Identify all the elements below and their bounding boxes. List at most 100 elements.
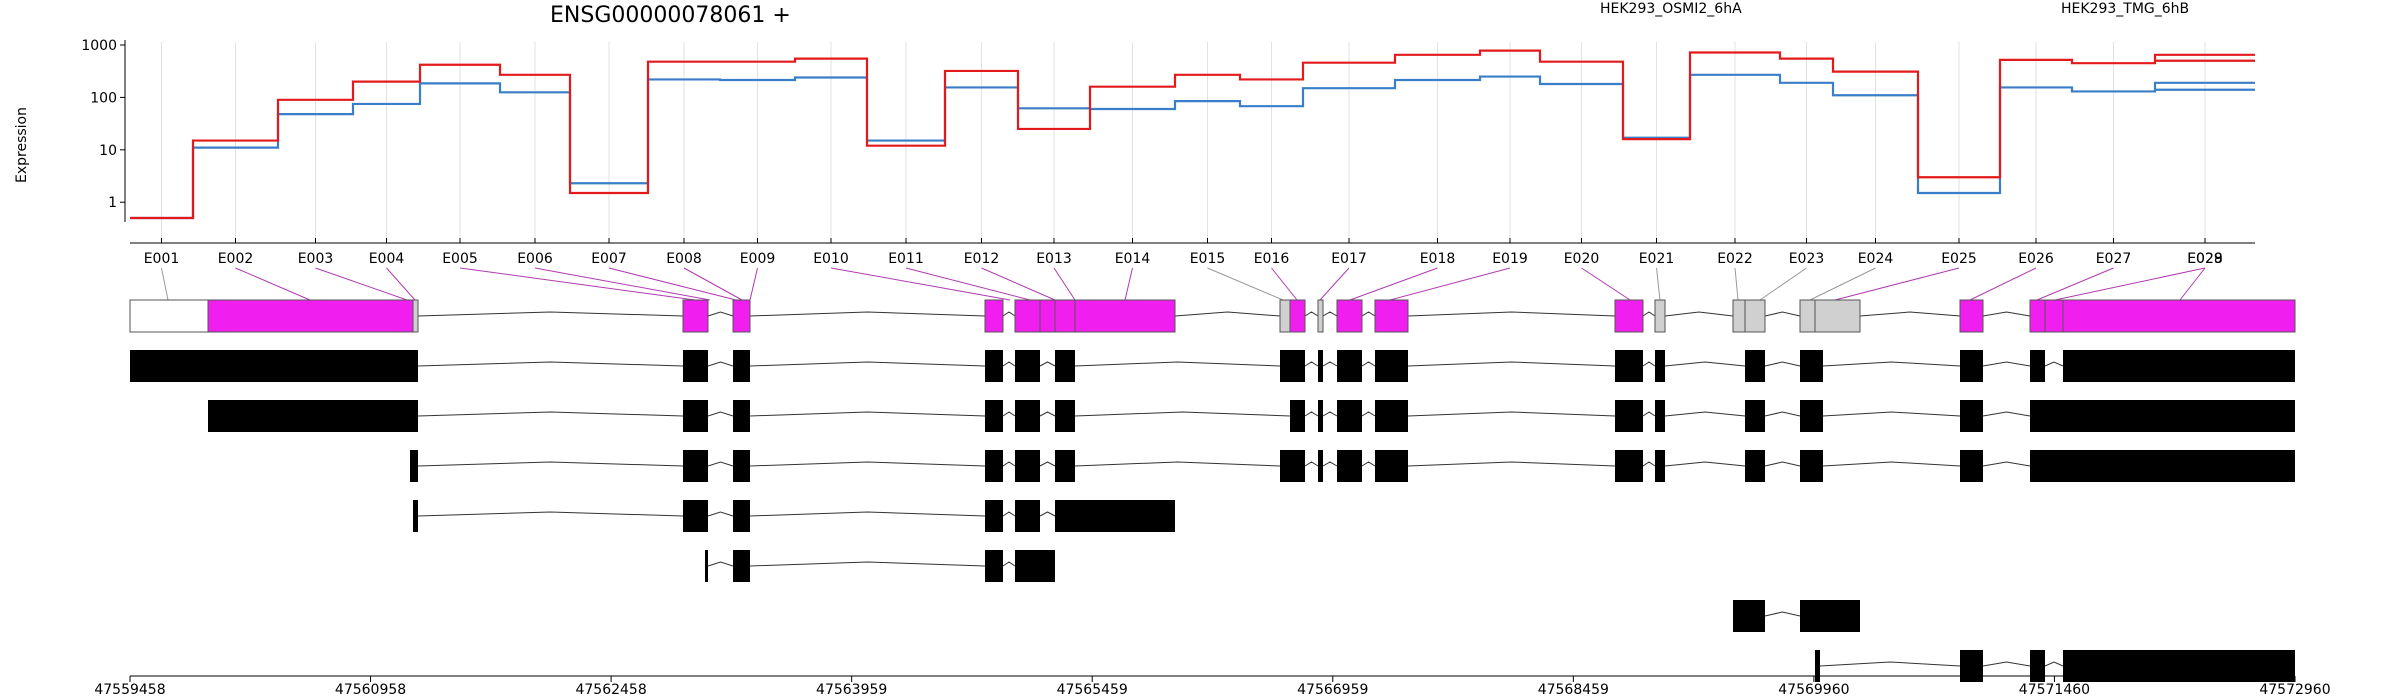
genomic-tick-label: 47569960 (1778, 682, 1849, 698)
genomic-tick-label: 47566959 (1297, 682, 1368, 698)
gene-exon-box (682, 299, 709, 333)
exon-connector (1656, 267, 1661, 301)
transcript-exon-box (2063, 350, 2295, 382)
transcript-exon-box (1655, 450, 1665, 482)
y-tick-label: 1 (108, 195, 117, 211)
transcript-exon-box (1375, 400, 1408, 432)
genomic-tick-label: 47565459 (1057, 682, 1128, 698)
exon-tick-label: E028 (2187, 251, 2223, 267)
exon-connector (608, 267, 737, 301)
transcript-exon-box (733, 450, 750, 482)
genomic-tick-label: 47571460 (2019, 682, 2090, 698)
exon-connector (235, 267, 311, 301)
exon-tick-label: E013 (1036, 251, 1072, 267)
transcript-intron-line (1764, 611, 1801, 617)
transcript-exon-box (2030, 350, 2045, 382)
gene-exon-box (1614, 299, 1644, 333)
exon-connector (534, 267, 711, 301)
transcript-exon-box (683, 500, 708, 532)
exon-tick-label: E008 (666, 251, 702, 267)
transcript-exon-box (985, 400, 1003, 432)
transcript-exon-box (2030, 450, 2295, 482)
transcript-exon-box (1337, 450, 1362, 482)
exon-connector (2036, 267, 2114, 301)
genomic-tick-label: 47559458 (94, 682, 165, 698)
gene-exon-box (1074, 299, 1176, 333)
transcript-exon-box (1655, 400, 1665, 432)
y-tick-label: 10 (99, 143, 117, 159)
exon-tick-label: E002 (218, 251, 254, 267)
exon-tick-label: E027 (2096, 251, 2132, 267)
exon-connectors (161, 267, 2206, 301)
gene-exon-box (207, 299, 414, 333)
exon-connector (749, 267, 758, 301)
exon-tick-label: E015 (1190, 251, 1226, 267)
exon-tick-label: E022 (1717, 251, 1753, 267)
exon-connector (1581, 267, 1631, 301)
exon-tick-label: E001 (144, 251, 180, 267)
y-axis-label: Expression (14, 107, 30, 183)
exon-tick-label: E009 (740, 251, 776, 267)
exon-tick-label: E019 (1492, 251, 1528, 267)
transcript-exon-box (1375, 350, 1408, 382)
transcript-intron-line (417, 511, 1056, 517)
transcript-exon-box (1015, 500, 1040, 532)
genomic-tick-label: 47562458 (575, 682, 646, 698)
exon-tick-label: E012 (964, 251, 1000, 267)
genomic-tick-label: 47572960 (2259, 682, 2330, 698)
gene-model (129, 299, 2296, 333)
transcript-exon-box (413, 500, 418, 532)
transcript-exon-box (1800, 350, 1823, 382)
transcript-exon-box (1318, 450, 1323, 482)
series-lines (130, 49, 2255, 220)
exon-connector (1207, 267, 1284, 301)
exon-tick-label: E005 (442, 251, 478, 267)
exon-connector (459, 267, 696, 301)
transcript-exon-box (705, 550, 708, 582)
exon-connector (981, 267, 1056, 301)
gene-exon-box (2044, 299, 2064, 333)
exon-connector (2179, 267, 2206, 301)
exon-tick-label: E026 (2018, 251, 2054, 267)
transcript-exon-box (985, 500, 1003, 532)
transcript-exon-box (2030, 400, 2295, 432)
series-line (130, 49, 2255, 220)
gene-exon-box (2029, 299, 2046, 333)
transcript-exon-box (1055, 400, 1075, 432)
exon-connector (1809, 267, 1876, 301)
exon-connector (2054, 267, 2206, 301)
legend-series-b: HEK293_TMG_6hB (2061, 1, 2189, 17)
exon-tick-label: E010 (813, 251, 849, 267)
transcript-exon-box (1280, 350, 1305, 382)
gene-exon-box (1014, 299, 1041, 333)
transcript-exon-box (1655, 350, 1665, 382)
gene-exon-box (1374, 299, 1409, 333)
y-tick-label: 100 (90, 90, 117, 106)
exon-connector (1834, 267, 1960, 301)
transcript-exon-box (1745, 350, 1765, 382)
exon-connector (1969, 267, 2037, 301)
transcript-exon-box (2030, 650, 2045, 682)
gene-exon-box (1799, 299, 1816, 333)
series-line (130, 73, 2255, 220)
exon-tick-label: E020 (1564, 251, 1600, 267)
transcript-exon-box (683, 400, 708, 432)
transcript-exon-box (1375, 450, 1408, 482)
transcript-exon-box (985, 350, 1003, 382)
transcript-exon-box (1960, 650, 1983, 682)
legend-series-a: HEK293_OSMI2_6hA (1600, 1, 1742, 17)
exon-axis: E001 E002 E003 E004 E005 E006 E007 E008 E009 E010… (130, 238, 2255, 267)
transcript-exon-box (130, 350, 418, 382)
transcript-exon-box (1800, 600, 1860, 632)
transcript-exon-box (410, 450, 418, 482)
exon-connector (1271, 267, 1298, 301)
exon-tick-label: E006 (517, 251, 553, 267)
transcript-exon-box (733, 500, 750, 532)
transcript-exon-box (683, 450, 708, 482)
exon-connector (1759, 267, 1807, 301)
genomic-tick-label: 47568459 (1538, 682, 1609, 698)
gene-exon-box (1959, 299, 1984, 333)
exon-connector (683, 267, 743, 301)
exon-connector (830, 267, 1011, 301)
exon-connector (1389, 267, 1511, 301)
